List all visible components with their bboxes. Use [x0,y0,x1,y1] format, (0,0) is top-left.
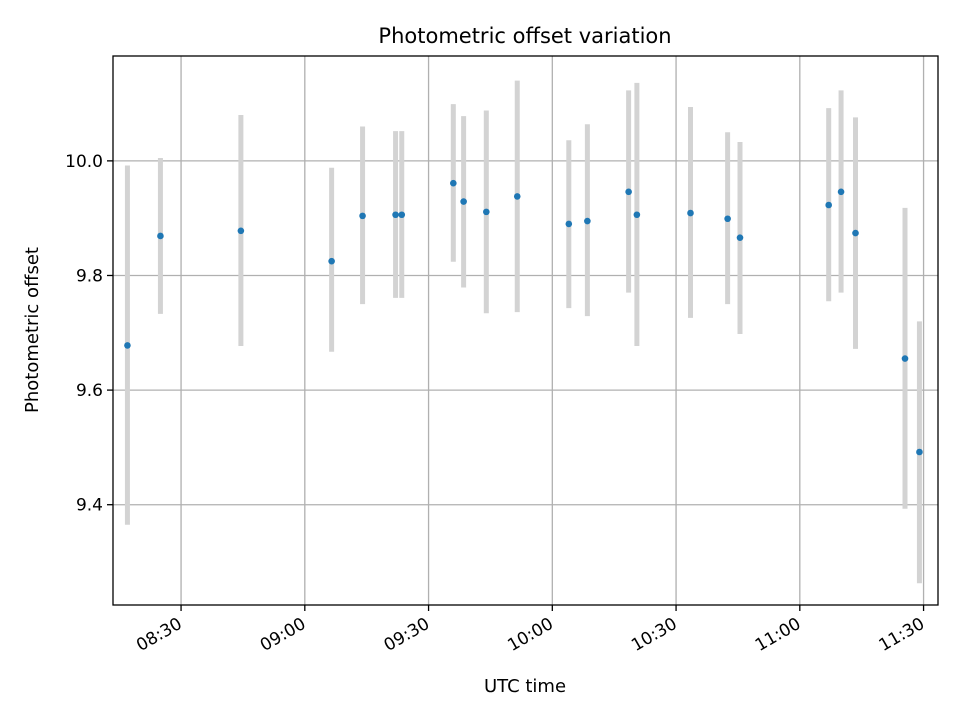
data-point [328,257,335,265]
grid [113,56,938,605]
y-tick-label: 10.0 [65,152,103,172]
data-point [916,448,923,456]
data-point [736,234,744,241]
data-point [398,211,406,219]
data-point [157,232,164,240]
data-point [359,212,366,220]
y-axis-label: Photometric offset [22,247,43,413]
data-point [392,211,399,219]
data-point [852,229,859,237]
y-tick-label: 9.6 [76,381,103,401]
data-point [483,208,490,216]
data-point [584,217,591,225]
y-tick-label: 9.4 [76,496,103,516]
x-axis-label: UTC time [484,676,566,697]
data-point [825,201,832,209]
data-point [124,342,131,349]
data-point [450,179,457,187]
data-point [633,211,641,219]
data-point [460,198,467,205]
data-point [901,355,909,362]
data-point [837,188,845,196]
data-points [124,179,923,456]
data-point [237,227,245,235]
data-point [565,220,573,228]
data-point [724,215,731,223]
data-point [687,209,694,217]
plot-area-frame [112,55,939,606]
y-tick-label: 9.8 [76,266,103,286]
chart-title: Photometric offset variation [378,24,671,48]
data-point [625,188,632,196]
data-point [513,193,521,200]
